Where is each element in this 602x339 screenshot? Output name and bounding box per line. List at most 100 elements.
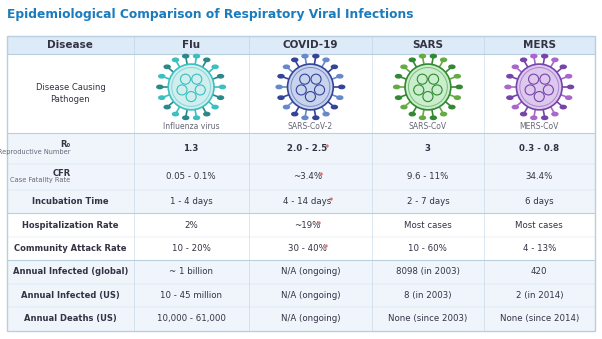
Circle shape [159, 96, 165, 99]
Bar [7, 133, 595, 214]
Text: N/A (ongoing): N/A (ongoing) [281, 314, 340, 323]
Circle shape [331, 105, 337, 109]
Circle shape [219, 85, 225, 89]
Bar [7, 36, 595, 331]
Circle shape [182, 116, 188, 119]
Circle shape [409, 58, 415, 62]
Circle shape [159, 75, 165, 78]
Circle shape [512, 105, 518, 109]
Circle shape [505, 85, 511, 89]
Text: 8 (in 2003): 8 (in 2003) [404, 291, 452, 300]
Circle shape [323, 112, 329, 116]
Text: Community Attack Rate: Community Attack Rate [14, 244, 126, 253]
Circle shape [292, 112, 298, 116]
Text: N/A (ongoing): N/A (ongoing) [281, 291, 340, 300]
Text: Most cases: Most cases [404, 221, 452, 230]
Circle shape [566, 96, 572, 99]
Text: 30 - 40%: 30 - 40% [288, 244, 327, 253]
Text: 4 - 14 days: 4 - 14 days [0, 338, 1, 339]
Text: 30 - 40% *: 30 - 40% * [0, 338, 1, 339]
Text: 8098 (in 2003): 8098 (in 2003) [396, 267, 460, 277]
Circle shape [542, 55, 548, 58]
Circle shape [396, 75, 402, 78]
Circle shape [430, 116, 436, 119]
Text: COVID-19: COVID-19 [283, 40, 338, 50]
Circle shape [542, 116, 548, 119]
Circle shape [420, 116, 426, 119]
Text: 3: 3 [425, 144, 431, 153]
Circle shape [560, 105, 566, 109]
Circle shape [394, 85, 400, 89]
Circle shape [396, 96, 402, 99]
Circle shape [217, 96, 223, 99]
Text: Influenza virus: Influenza virus [163, 122, 220, 131]
Circle shape [430, 55, 436, 58]
Text: Annual Infected (global): Annual Infected (global) [13, 267, 128, 277]
Circle shape [313, 55, 319, 58]
Circle shape [194, 55, 200, 58]
Text: 10 - 60%: 10 - 60% [409, 244, 447, 253]
Text: 1.3: 1.3 [184, 144, 199, 153]
Circle shape [521, 58, 527, 62]
Text: Disease Causing
Pathogen: Disease Causing Pathogen [36, 83, 105, 104]
Text: ~ 1 billion: ~ 1 billion [169, 267, 213, 277]
Text: SARS-CoV-2: SARS-CoV-2 [288, 122, 333, 131]
Circle shape [449, 105, 455, 109]
Circle shape [203, 58, 209, 62]
Text: 4 - 14 days: 4 - 14 days [284, 197, 332, 206]
Circle shape [449, 65, 455, 68]
Text: 0.3 - 0.8: 0.3 - 0.8 [519, 144, 559, 153]
Circle shape [441, 58, 447, 62]
Circle shape [512, 65, 518, 68]
Text: 2 (in 2014): 2 (in 2014) [515, 291, 563, 300]
Text: Hospitalization Rate: Hospitalization Rate [22, 221, 119, 230]
Circle shape [552, 112, 558, 116]
Ellipse shape [405, 64, 451, 110]
Text: ~3.4%: ~3.4% [293, 172, 322, 181]
Circle shape [455, 96, 461, 99]
Circle shape [566, 75, 572, 78]
Text: None (since 2003): None (since 2003) [388, 314, 468, 323]
Text: 2 - 7 days: 2 - 7 days [406, 197, 449, 206]
Circle shape [331, 65, 337, 68]
Circle shape [521, 112, 527, 116]
Text: 2%: 2% [184, 221, 198, 230]
Text: *: * [318, 172, 323, 181]
Circle shape [278, 75, 284, 78]
Circle shape [409, 112, 415, 116]
Text: SARS: SARS [412, 40, 444, 50]
Text: 1 - 4 days: 1 - 4 days [170, 197, 213, 206]
Text: 420: 420 [531, 267, 547, 277]
Circle shape [531, 116, 537, 119]
Circle shape [194, 116, 200, 119]
Text: R₀: R₀ [60, 140, 70, 149]
Circle shape [203, 112, 209, 116]
Circle shape [337, 75, 343, 78]
Ellipse shape [517, 64, 562, 110]
Bar [7, 36, 595, 54]
Text: ~19%: ~19% [0, 338, 1, 339]
Circle shape [455, 75, 461, 78]
Circle shape [531, 55, 537, 58]
Text: ~3.4% *: ~3.4% * [0, 338, 1, 339]
Text: MERS: MERS [523, 40, 556, 50]
Text: Basic Reproductive Number: Basic Reproductive Number [0, 148, 70, 155]
Text: MERS-CoV: MERS-CoV [520, 122, 559, 131]
Text: Most cases: Most cases [515, 221, 563, 230]
Text: 30 - 40%: 30 - 40% [0, 338, 1, 339]
Text: SARS-CoV: SARS-CoV [409, 122, 447, 131]
Circle shape [441, 112, 447, 116]
Text: Flu: Flu [182, 40, 200, 50]
Text: *: * [317, 221, 321, 230]
Text: Case Fatality Rate: Case Fatality Rate [10, 177, 70, 183]
Text: 2.0 - 2.5 *: 2.0 - 2.5 * [0, 338, 1, 339]
Text: 10 - 20%: 10 - 20% [172, 244, 211, 253]
Circle shape [568, 85, 574, 89]
Circle shape [172, 112, 178, 116]
Circle shape [278, 96, 284, 99]
Text: 2.0 - 2.5: 2.0 - 2.5 [287, 144, 327, 153]
Text: 6 days: 6 days [525, 197, 554, 206]
Text: Incubation Time: Incubation Time [32, 197, 109, 206]
Text: *: * [325, 144, 329, 153]
Ellipse shape [288, 64, 334, 110]
